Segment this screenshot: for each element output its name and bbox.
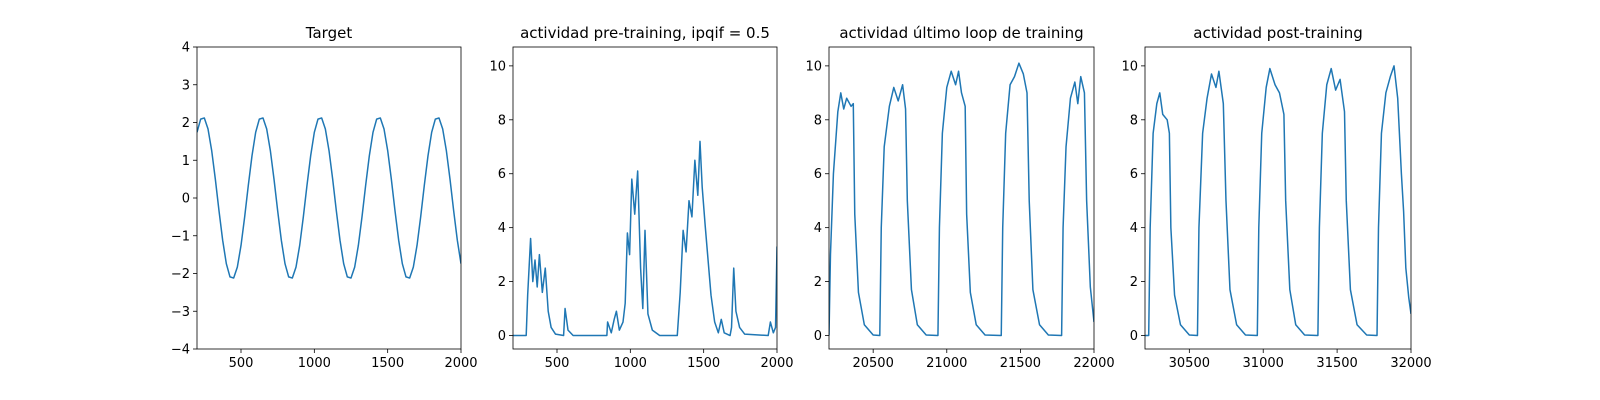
x-tick-label: 21500 <box>1000 356 1041 371</box>
x-tick-label: 500 <box>229 356 254 371</box>
y-tick-label: −1 <box>171 229 190 244</box>
y-tick-label: 6 <box>498 167 506 182</box>
subplot-title: actividad post-training <box>1193 24 1362 42</box>
x-tick-label: 2000 <box>444 356 477 371</box>
y-tick-label: 2 <box>498 275 506 290</box>
y-tick-label: 4 <box>498 221 506 236</box>
y-tick-label: 0 <box>498 329 506 344</box>
axes-frame <box>1144 46 1412 350</box>
y-tick-label: 4 <box>182 41 190 56</box>
axes-frame <box>828 46 1095 350</box>
data-line <box>197 117 461 279</box>
y-tick-label: 8 <box>1130 113 1138 128</box>
x-tick-label: 32000 <box>1390 356 1431 371</box>
y-tick-label: 10 <box>1121 59 1138 74</box>
y-tick-label: 6 <box>814 167 822 182</box>
y-tick-label: 2 <box>814 275 822 290</box>
data-line <box>513 140 777 337</box>
x-tick-label: 1500 <box>687 356 720 371</box>
x-tick-label: 22000 <box>1073 356 1114 371</box>
y-tick-label: 4 <box>814 221 822 236</box>
x-tick-label: 21000 <box>926 356 967 371</box>
y-tick-label: 8 <box>498 113 506 128</box>
x-tick-label: 1500 <box>371 356 404 371</box>
y-tick-label: 6 <box>1130 167 1138 182</box>
x-tick-label: 500 <box>545 356 570 371</box>
y-tick-label: 3 <box>182 78 190 93</box>
y-tick-label: 10 <box>805 59 822 74</box>
x-tick-label: 20500 <box>852 356 893 371</box>
y-tick-label: 4 <box>1130 221 1138 236</box>
x-tick-label: 2000 <box>760 356 793 371</box>
y-tick-label: 0 <box>1130 329 1138 344</box>
y-tick-label: 0 <box>182 192 190 207</box>
x-tick-label: 31500 <box>1316 356 1357 371</box>
x-tick-label: 1000 <box>298 356 331 371</box>
data-line <box>829 62 1094 337</box>
y-tick-label: 2 <box>1130 275 1138 290</box>
y-tick-label: 1 <box>182 154 190 169</box>
axes-frame <box>196 46 462 350</box>
subplot-title: actividad pre-training, ipqif = 0.5 <box>520 24 770 42</box>
y-tick-label: −4 <box>171 343 190 358</box>
subplot-title: Target <box>305 24 353 42</box>
x-tick-label: 1000 <box>614 356 647 371</box>
x-tick-label: 31000 <box>1243 356 1284 371</box>
y-tick-label: −2 <box>171 267 190 282</box>
y-tick-label: 2 <box>182 116 190 131</box>
y-tick-label: 8 <box>814 113 822 128</box>
y-tick-label: 10 <box>489 59 506 74</box>
data-line <box>1145 65 1411 337</box>
subplot-title: actividad último loop de training <box>839 24 1083 42</box>
x-tick-label: 30500 <box>1169 356 1210 371</box>
y-tick-label: 0 <box>814 329 822 344</box>
axes-frame <box>512 46 778 350</box>
y-tick-label: −3 <box>171 305 190 320</box>
